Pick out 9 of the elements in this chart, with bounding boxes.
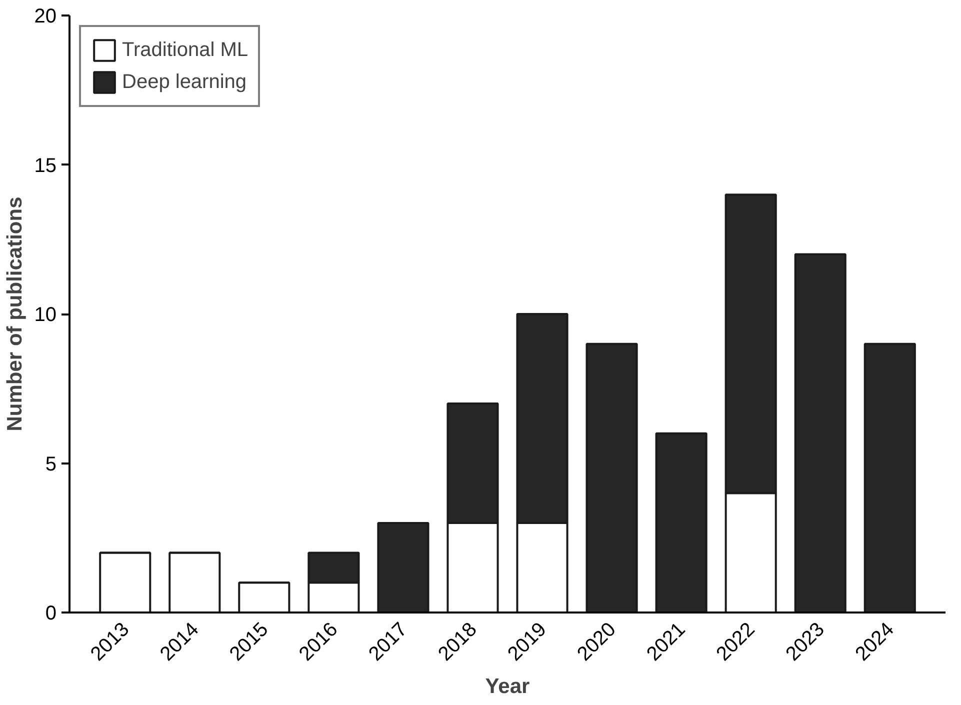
y-tick-label: 0	[45, 602, 56, 624]
y-tick-label: 20	[34, 6, 57, 28]
y-tick-label: 15	[34, 154, 57, 177]
y-tick-label: 5	[45, 453, 56, 476]
legend-label: Deep learning	[122, 70, 247, 94]
y-tick-label: 10	[34, 304, 57, 326]
legend-label: Traditional ML	[122, 38, 248, 62]
x-axis-title: Year	[485, 674, 530, 698]
y-axis-title: Number of publications	[3, 196, 26, 432]
